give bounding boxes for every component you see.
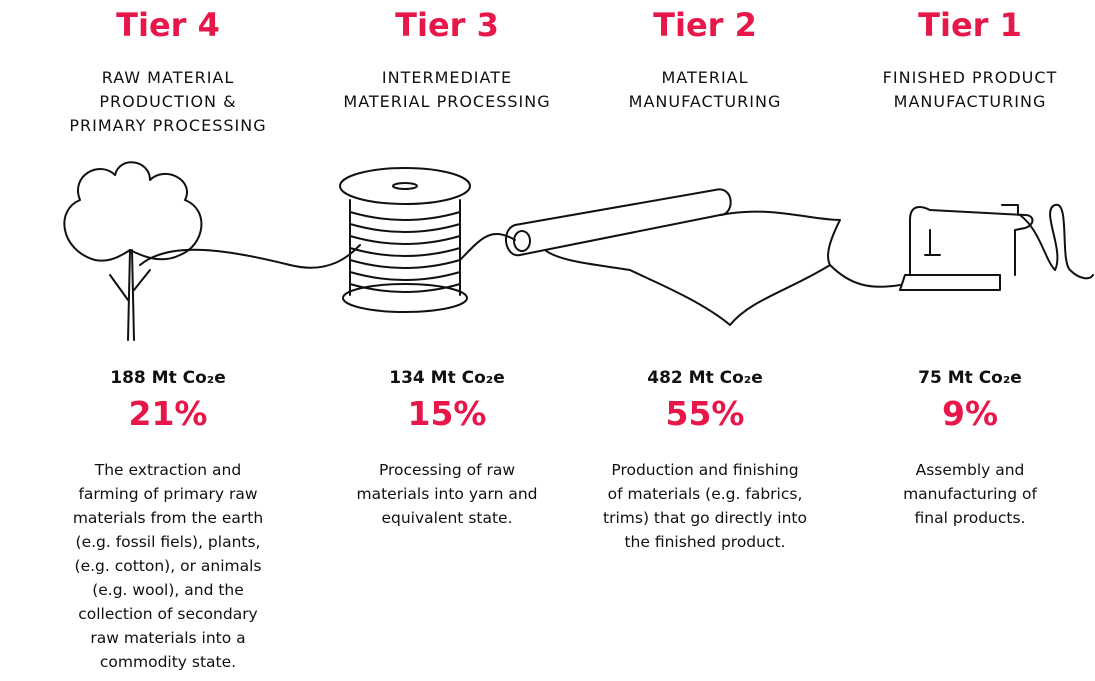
emissions: 188 Mt Co₂e <box>33 368 303 388</box>
subtitle-line: PRIMARY PROCESSING <box>33 114 303 138</box>
page: (() => { const data = JSON.parse(documen… <box>0 0 1095 681</box>
share: 55% <box>570 394 840 433</box>
description-line: trims) that go directly into <box>570 506 840 530</box>
description-line: (e.g. fossil fiels), plants, <box>33 530 303 554</box>
tier-title: Tier 4 <box>33 6 303 44</box>
description-line: materials into yarn and <box>312 482 582 506</box>
thread <box>830 265 900 287</box>
description-line: raw materials into a <box>33 626 303 650</box>
description-line: collection of secondary <box>33 602 303 626</box>
fabric-sheet <box>545 212 840 325</box>
emissions: 482 Mt Co₂e <box>570 368 840 388</box>
cotton-flower <box>64 162 201 260</box>
tier-title: Tier 1 <box>835 6 1095 44</box>
spool-body <box>350 200 460 295</box>
subtitle-line: RAW MATERIAL <box>33 66 303 90</box>
subtitle-line: MATERIAL <box>570 66 840 90</box>
description-line: (e.g. wool), and the <box>33 578 303 602</box>
description-line: Production and finishing <box>570 458 840 482</box>
thread <box>140 245 360 268</box>
description-line: of materials (e.g. fabrics, <box>570 482 840 506</box>
description-line: farming of primary raw <box>33 482 303 506</box>
tier-title: Tier 3 <box>312 6 582 44</box>
description-line: the finished product. <box>570 530 840 554</box>
subtitle-line: FINISHED PRODUCT <box>835 66 1095 90</box>
description-line: equivalent state. <box>312 506 582 530</box>
tier-title: Tier 2 <box>570 6 840 44</box>
cotton-stem <box>110 250 150 340</box>
subtitle-line: PRODUCTION & <box>33 90 303 114</box>
sewing-machine <box>900 205 1033 290</box>
emissions: 134 Mt Co₂e <box>312 368 582 388</box>
subtitle-line: MANUFACTURING <box>570 90 840 114</box>
fabric-roll <box>506 189 731 255</box>
subtitle-line: INTERMEDIATE <box>312 66 582 90</box>
spool-hole <box>393 183 417 189</box>
spool-top <box>340 168 470 204</box>
emissions: 75 Mt Co₂e <box>835 368 1095 388</box>
share: 9% <box>835 394 1095 433</box>
share: 21% <box>33 394 303 433</box>
subtitle-line: MANUFACTURING <box>835 90 1095 114</box>
subtitle-line: MATERIAL PROCESSING <box>312 90 582 114</box>
description-line: manufacturing of <box>835 482 1095 506</box>
description-line: The extraction and <box>33 458 303 482</box>
spool-bottom <box>343 284 467 312</box>
share: 15% <box>312 394 582 433</box>
description-line: (e.g. cotton), or animals <box>33 554 303 578</box>
description-line: Processing of raw <box>312 458 582 482</box>
description-line: materials from the earth <box>33 506 303 530</box>
description-line: Assembly and <box>835 458 1095 482</box>
description-line: final products. <box>835 506 1095 530</box>
description-line: commodity state. <box>33 650 303 674</box>
roll-end <box>514 231 530 251</box>
